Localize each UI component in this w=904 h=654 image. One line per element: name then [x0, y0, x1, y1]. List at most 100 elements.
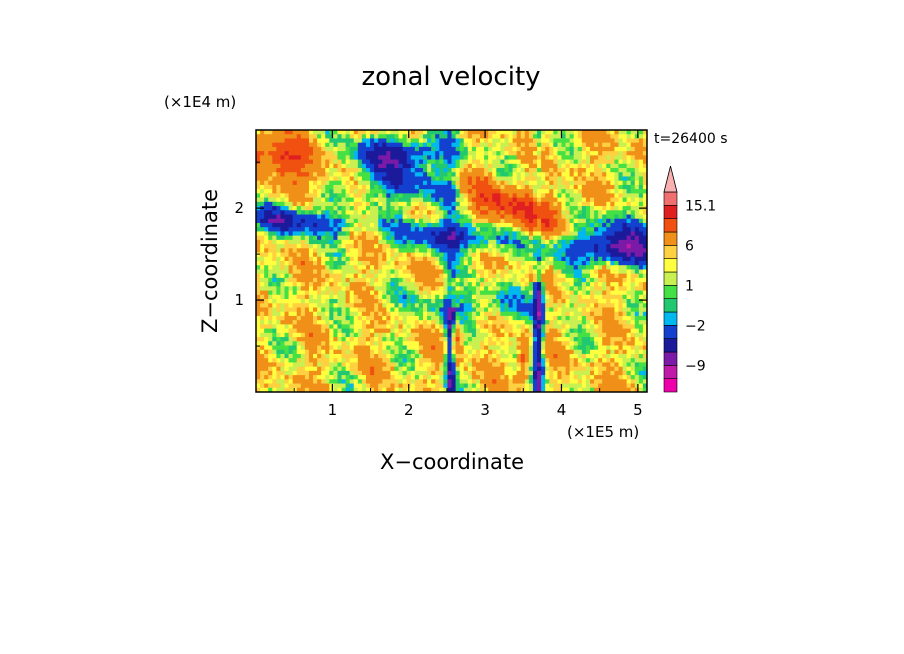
heatmap-cell [475, 155, 481, 161]
heatmap-cell [545, 290, 550, 296]
heatmap-cell [390, 328, 396, 334]
heatmap-cell [569, 206, 575, 211]
heatmap-cell [602, 248, 607, 254]
heatmap-cell [577, 163, 583, 169]
heatmap-cell [431, 159, 436, 165]
heatmap-cell [260, 189, 265, 194]
heatmap-cell [390, 332, 396, 338]
heatmap-cell [451, 201, 457, 207]
heatmap-cell [382, 214, 387, 220]
heatmap-cell [492, 159, 497, 165]
heatmap-cell [634, 311, 640, 317]
heatmap-cell [549, 159, 554, 165]
heatmap-cell [520, 184, 526, 190]
heatmap-cell [288, 155, 294, 161]
heatmap-cell [589, 341, 595, 347]
heatmap-cell [520, 265, 526, 271]
heatmap-cell [585, 159, 591, 165]
heatmap-cell [394, 138, 400, 144]
heatmap-cell [374, 235, 379, 241]
heatmap-cell [353, 206, 359, 211]
heatmap-cell [537, 345, 542, 351]
heatmap-cell [292, 315, 298, 321]
heatmap-cell [573, 261, 579, 266]
heatmap-cell [602, 290, 607, 296]
heatmap-cell [602, 227, 607, 233]
heatmap-cell [520, 299, 526, 304]
heatmap-cell [455, 282, 461, 287]
heatmap-cell [496, 159, 501, 165]
heatmap-cell [512, 159, 518, 165]
heatmap-cell [398, 184, 404, 190]
heatmap-cell [532, 180, 538, 186]
heatmap-cell [443, 239, 449, 245]
heatmap-cell [492, 218, 497, 224]
heatmap-cell [532, 307, 538, 313]
heatmap-cell [565, 315, 571, 321]
heatmap-cell [569, 303, 575, 309]
heatmap-cell [594, 172, 599, 178]
heatmap-cell [447, 248, 453, 254]
heatmap-cell [394, 130, 400, 135]
heatmap-cell [512, 265, 518, 271]
heatmap-cell [431, 303, 436, 309]
heatmap-cell [475, 239, 481, 245]
heatmap-cell [594, 248, 599, 254]
heatmap-cell [451, 231, 457, 237]
heatmap-cell [516, 193, 522, 199]
heatmap-cell [439, 299, 444, 304]
heatmap-cell [484, 345, 489, 351]
heatmap-cell [390, 231, 396, 237]
heatmap-cell [512, 307, 518, 313]
heatmap-cell [488, 130, 493, 135]
heatmap-cell [557, 142, 563, 148]
heatmap-cell [488, 159, 493, 165]
heatmap-cell [541, 273, 546, 279]
heatmap-cell [353, 294, 359, 300]
heatmap-cell [414, 193, 420, 199]
heatmap-cell [296, 265, 302, 271]
heatmap-cell [471, 142, 477, 148]
heatmap-cell [569, 332, 575, 338]
heatmap-cell [357, 324, 363, 330]
heatmap-cell [618, 282, 624, 287]
heatmap-cell [524, 332, 530, 338]
heatmap-cell [541, 248, 546, 254]
heatmap-cell [524, 261, 530, 266]
heatmap-cell [443, 210, 449, 216]
heatmap-cell [545, 269, 550, 275]
heatmap-cell [545, 146, 550, 152]
heatmap-cell [398, 197, 404, 203]
heatmap-cell [545, 299, 550, 304]
heatmap-cell [260, 172, 265, 178]
heatmap-cell [370, 337, 375, 342]
heatmap-cell [325, 252, 330, 258]
heatmap-cell [256, 337, 261, 342]
heatmap-cell [602, 130, 607, 135]
heatmap-cell [549, 172, 554, 178]
heatmap-cell [333, 138, 339, 144]
heatmap-cell [292, 231, 298, 237]
heatmap-cell [288, 130, 294, 135]
heatmap-cell [594, 299, 599, 304]
heatmap-cell [256, 244, 261, 249]
heatmap-cell [565, 320, 571, 325]
heatmap-cell [532, 142, 538, 148]
heatmap-cell [492, 222, 497, 228]
heatmap-cell [361, 324, 367, 330]
heatmap-cell [622, 256, 628, 262]
heatmap-cell [626, 252, 632, 258]
heatmap-cell [345, 151, 351, 156]
heatmap-cell [276, 324, 282, 330]
heatmap-cell [622, 315, 628, 321]
heatmap-cell [304, 197, 310, 203]
heatmap-cell [390, 218, 396, 224]
heatmap-cell [280, 332, 286, 338]
heatmap-cell [418, 315, 424, 321]
heatmap-cell [492, 299, 497, 304]
heatmap-cell [602, 332, 607, 338]
heatmap-cell [386, 184, 392, 190]
heatmap-cell [573, 163, 579, 169]
heatmap-cell [427, 176, 432, 182]
heatmap-cell [488, 273, 493, 279]
